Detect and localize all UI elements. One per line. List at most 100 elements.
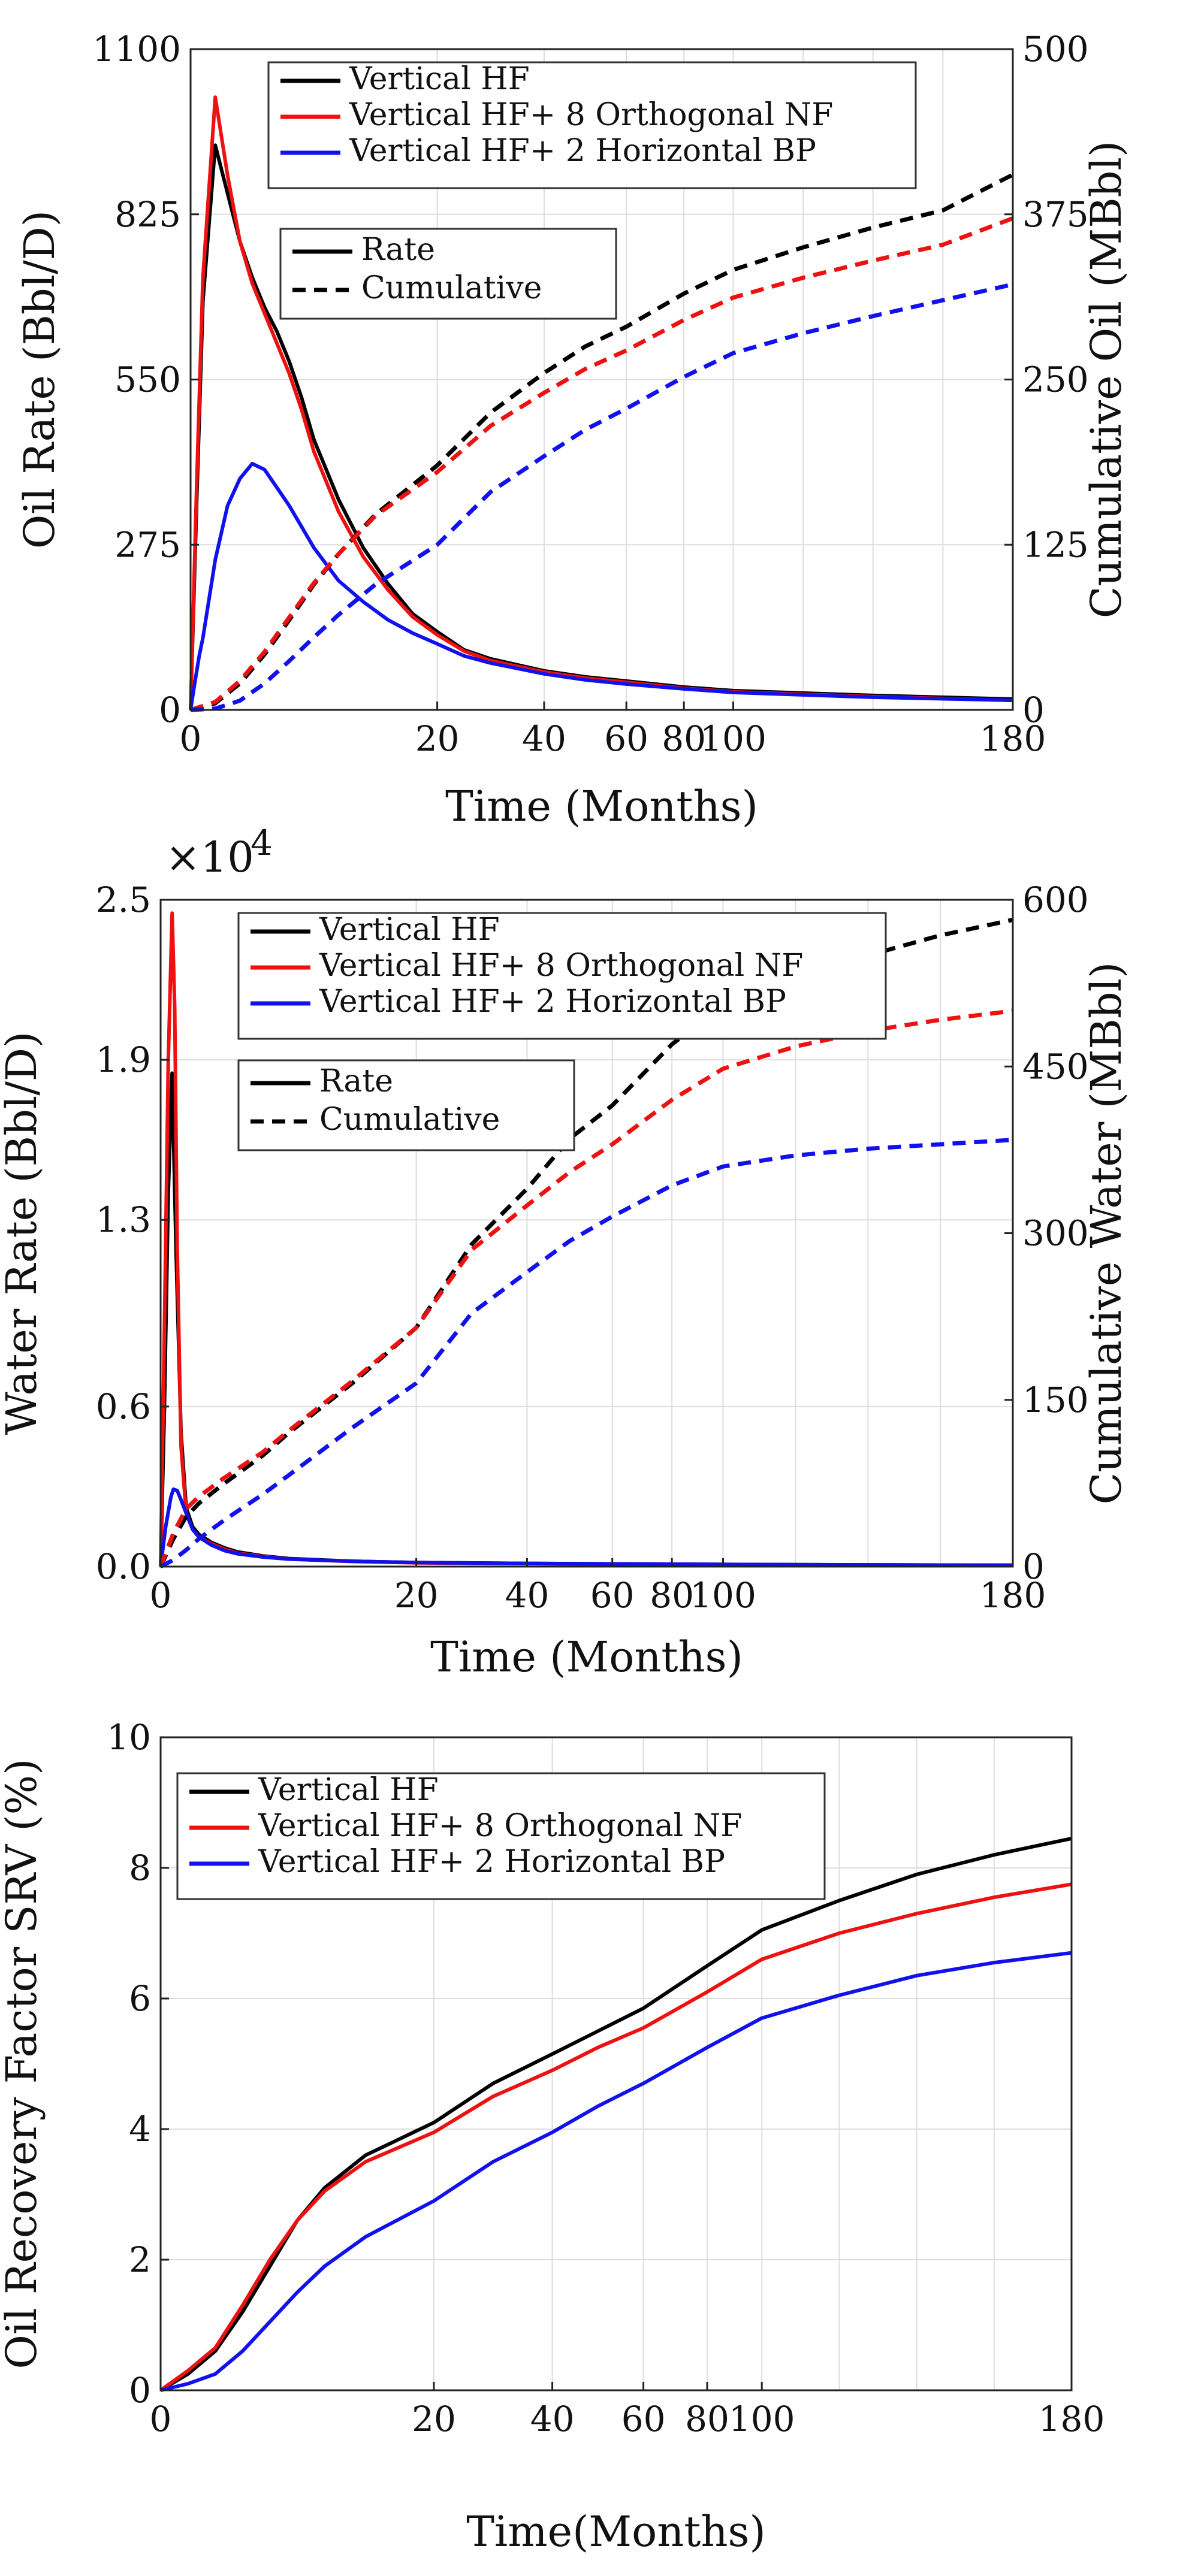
legend-entry: Vertical HF: [349, 61, 530, 97]
y-right-tick-label: 0: [1022, 1546, 1045, 1587]
x-tick-label: 80: [650, 1575, 694, 1616]
legend-entry: Vertical HF+ 2 Horizontal BP: [319, 984, 786, 1020]
x-axis-label: Time (Months): [430, 1632, 743, 1682]
y-tick-label: 1.3: [96, 1199, 151, 1240]
series-line-3: [158, 917, 1013, 1568]
y-right-tick-label: 250: [1022, 359, 1089, 400]
series-layer: [158, 911, 1013, 1569]
x-tick-label: 60: [590, 1575, 635, 1616]
legend-entry: Vertical HF+ 8 Orthogonal NF: [258, 1808, 742, 1844]
legend-entry: Vertical HF+ 2 Horizontal BP: [258, 1844, 725, 1880]
x-tick-label: 60: [604, 718, 648, 759]
style-legend-box: [279, 228, 617, 320]
x-axis-label: Time(Months): [466, 2507, 766, 2556]
style-legend-entry: Cumulative: [361, 270, 542, 306]
y-tick-label: 0.0: [96, 1546, 151, 1587]
x-tick-label: 40: [522, 718, 566, 759]
y-tick-label: 825: [114, 194, 181, 235]
x-tick-label: 40: [505, 1575, 550, 1616]
series-layer: [189, 95, 1014, 712]
y-axis-right-label: Cumulative Oil (MBbl): [1082, 141, 1131, 618]
x-tick-label: 0: [150, 2399, 172, 2439]
legend-entry: Vertical HF: [319, 912, 500, 948]
exponent-power: 4: [251, 823, 273, 863]
series-line-2: [160, 1951, 1072, 2392]
legend-entry: Vertical HF+ 8 Orthogonal NF: [349, 97, 833, 133]
y-tick-label: 2.5: [96, 879, 151, 920]
plot-frame: [159, 1736, 1073, 2391]
legend-box: [237, 912, 887, 1040]
series-line-5: [159, 1138, 1013, 1569]
style-legend-entry: Cumulative: [319, 1102, 500, 1138]
x-tick-label: 180: [980, 718, 1046, 759]
legend-entry: Vertical HF+ 2 Horizontal BP: [349, 133, 816, 169]
series-line-1: [189, 95, 1013, 710]
y-tick-label: 0: [159, 690, 181, 730]
legend-entry: Vertical HF: [258, 1772, 439, 1808]
x-axis-label: Time (Months): [445, 782, 758, 831]
y-tick-label: 10: [107, 1717, 151, 1758]
y-right-tick-label: 150: [1022, 1380, 1089, 1420]
legend-box: [267, 61, 917, 189]
y-right-tick-label: 600: [1022, 879, 1089, 920]
y-right-tick-label: 0: [1022, 690, 1045, 730]
x-tick-label: 180: [1039, 2399, 1105, 2439]
style-legend-entry: Rate: [319, 1063, 393, 1099]
x-tick-label: 20: [415, 718, 460, 759]
y-tick-label: 0.6: [96, 1386, 151, 1427]
y-tick-label: 0: [129, 2370, 151, 2411]
y-tick-label: 1100: [92, 29, 181, 69]
x-tick-label: 0: [150, 1575, 172, 1616]
series-line-4: [189, 216, 1014, 712]
series-line-5: [190, 282, 1013, 712]
y-right-tick-label: 500: [1022, 29, 1089, 69]
x-tick-label: 20: [394, 1575, 439, 1616]
series-line-0: [159, 1836, 1072, 2392]
legend-box: [176, 1772, 826, 1900]
y-tick-label: 550: [114, 359, 181, 400]
x-tick-label: 80: [662, 718, 706, 759]
y-tick-label: 275: [114, 524, 181, 565]
series-line-1: [159, 1882, 1072, 2392]
y-tick-label: 4: [129, 2109, 151, 2149]
x-tick-label: 100: [690, 1575, 756, 1616]
x-tick-label: 80: [685, 2399, 729, 2439]
y-tick-label: 8: [129, 1848, 151, 1888]
x-tick-label: 60: [621, 2399, 666, 2439]
exponent-base: ×10: [165, 833, 254, 882]
y-right-tick-label: 375: [1022, 194, 1089, 235]
x-tick-label: 0: [180, 718, 202, 759]
x-tick-label: 40: [530, 2399, 575, 2439]
y-axis-right-label: Cumulative Water (MBbl): [1082, 962, 1131, 1505]
style-legend-box: [237, 1059, 575, 1151]
x-tick-label: 100: [700, 718, 766, 759]
x-tick-label: 20: [412, 2399, 456, 2439]
y-right-tick-label: 125: [1022, 524, 1089, 565]
y-tick-label: 2: [129, 2239, 151, 2280]
style-legend-entry: Rate: [361, 232, 435, 268]
x-tick-label: 100: [729, 2399, 795, 2439]
y-axis-label: Oil Rate (Bbl/D): [15, 210, 64, 549]
legend-entry: Vertical HF+ 8 Orthogonal NF: [319, 948, 803, 984]
exponent-label: ×104: [165, 823, 273, 882]
series-line-2: [159, 1487, 1013, 1567]
y-tick-label: 6: [129, 1978, 151, 2019]
x-tick-label: 180: [980, 1575, 1046, 1616]
y-tick-label: 1.9: [96, 1039, 151, 1080]
y-right-tick-label: 300: [1022, 1213, 1089, 1254]
series-line-2: [189, 461, 1013, 710]
y-axis-label: Oil Recovery Factor SRV (%): [0, 1759, 46, 2369]
y-right-tick-label: 450: [1022, 1046, 1089, 1087]
